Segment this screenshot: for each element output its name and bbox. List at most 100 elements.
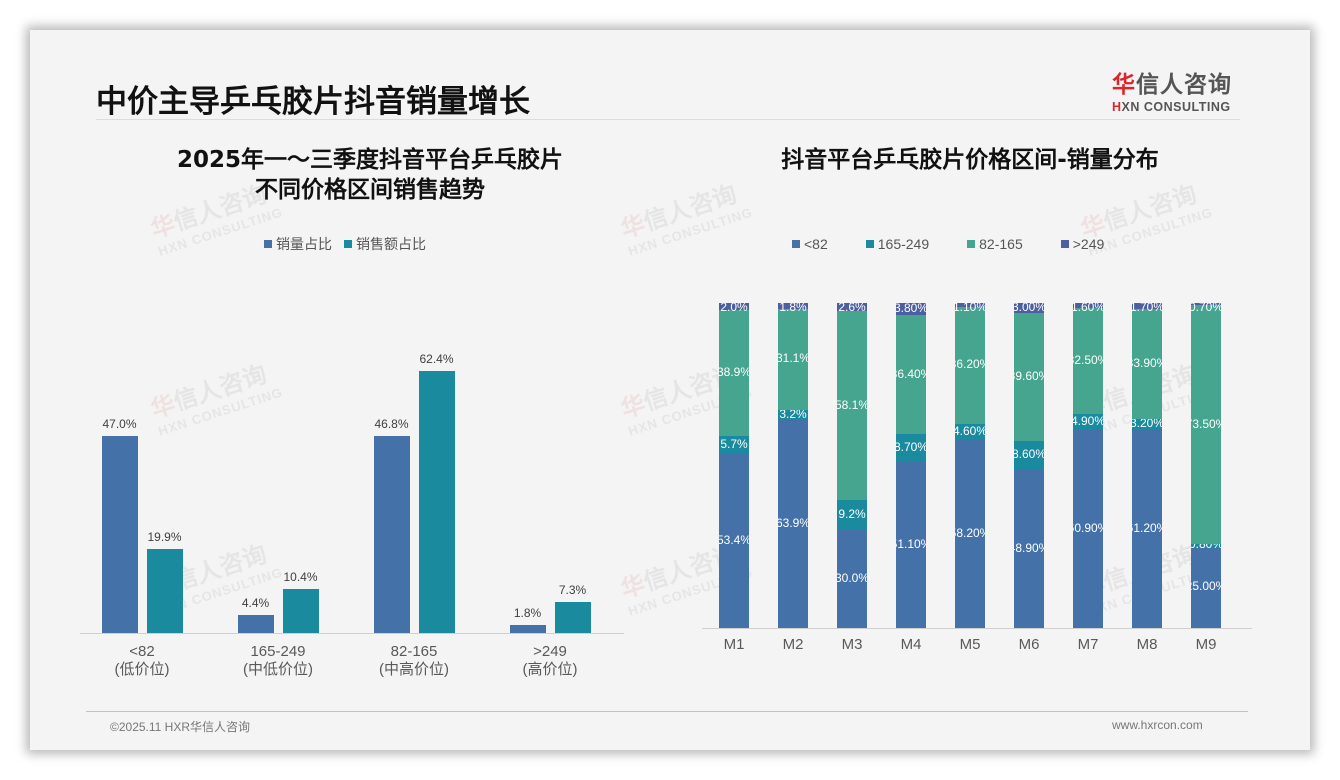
bar-segment: [778, 303, 808, 309]
legend-label: 82-165: [979, 236, 1023, 252]
month-label: M4: [900, 636, 922, 653]
legend-item: >249: [1060, 236, 1105, 252]
segment-value-label: 3.20%: [1132, 415, 1162, 430]
bar-revenue: [554, 602, 591, 633]
segment-value-label: 39.60%: [1014, 369, 1044, 384]
stacked-bar: 30.0% 9.2% 58.1% 2.6%: [837, 303, 867, 628]
left-chart-legend: 销量占比 销售额占比: [264, 234, 426, 254]
bar-value-label: 47.0%: [102, 416, 137, 431]
segment-value-label: 60.90%: [1073, 520, 1103, 535]
right-chart-title: 抖音平台乒乓胶片价格区间-销量分布: [781, 147, 1159, 173]
legend-swatch-icon: [792, 240, 800, 248]
watermark-cn: 华信人咨询: [147, 359, 271, 424]
segment-value-label: 63.9%: [778, 516, 808, 531]
x-axis-line: [702, 628, 1252, 629]
segment-value-label: 32.50%: [1073, 353, 1103, 368]
month-label: M6: [1018, 636, 1040, 653]
stacked-bar: 25.00%0.80%73.50%0.70%: [1191, 303, 1221, 628]
bar-value-label: 19.9%: [147, 530, 182, 545]
legend-item: 销量占比: [264, 234, 332, 254]
footer-website: www.hxrcon.com: [1112, 718, 1203, 732]
month-label: M1: [723, 636, 745, 653]
legend-swatch-icon: [264, 240, 272, 248]
bar-segment: [719, 303, 749, 310]
bar-segment: [1014, 441, 1044, 470]
footer-copyright: ©2025.11 HXR华信人咨询: [110, 720, 250, 734]
bar-segment: [1132, 429, 1162, 628]
segment-value-label: 8.70%: [896, 439, 926, 454]
logo-en: HXN CONSULTING: [1112, 100, 1231, 114]
segment-value-label: 3.00%: [1014, 303, 1044, 314]
bar-volume: [101, 435, 138, 633]
bar-volume: [237, 614, 274, 633]
bar-segment: [719, 454, 749, 628]
segment-value-label: 1.70%: [1132, 303, 1162, 314]
legend-item: 165-249: [865, 236, 930, 252]
segment-value-label: 31.1%: [778, 351, 808, 366]
legend-label: >249: [1072, 236, 1105, 252]
bar-segment: [837, 311, 867, 501]
title-divider: [96, 119, 1240, 120]
bar-value-label: 10.4%: [283, 570, 318, 585]
legend-swatch-icon: [865, 240, 874, 248]
bar-volume: [509, 625, 546, 633]
segment-value-label: 58.1%: [837, 397, 867, 412]
bar-value-label: 7.3%: [558, 583, 587, 598]
segment-value-label: 53.4%: [719, 533, 749, 548]
bar-segment: [778, 308, 808, 410]
legend-item: 销售额占比: [344, 234, 426, 254]
bar-segment: [719, 435, 749, 455]
bar-segment: [1073, 308, 1103, 414]
left-chart-title: 2025年一～三季度抖音平台乒乓胶片 不同价格区间销售趋势: [176, 147, 563, 203]
bar-segment: [955, 439, 985, 628]
bar-value-label: 4.4%: [241, 595, 270, 610]
bar-volume: [373, 436, 410, 633]
legend-swatch-icon: [1060, 240, 1069, 248]
legend-swatch-icon: [967, 240, 976, 248]
segment-value-label: 36.40%: [896, 366, 926, 381]
bar-segment: [1132, 308, 1162, 419]
bar-segment: [1073, 303, 1103, 309]
segment-value-label: 33.90%: [1132, 355, 1162, 370]
segment-value-label: 38.9%: [719, 364, 749, 379]
month-label: M5: [959, 636, 981, 653]
stacked-bar: 58.20% 4.60% 36.20% 1.10%: [955, 303, 985, 628]
page-title: 中价主导乒乓胶片抖音销量增长: [96, 84, 530, 120]
bar-segment: [837, 500, 867, 531]
segment-value-label: 48.90%: [1014, 540, 1044, 555]
segment-value-label: 2.0%: [720, 303, 748, 314]
bar-segment: [955, 303, 985, 307]
legend-label: 销量占比: [276, 236, 332, 252]
segment-value-label: 4.90%: [1073, 413, 1103, 428]
bar-value-label: 1.8%: [513, 606, 542, 621]
bar-segment: [1191, 546, 1221, 628]
bar-revenue: [418, 370, 455, 633]
segment-value-label: 1.8%: [779, 303, 807, 314]
segment-value-label: 4.60%: [955, 423, 985, 438]
bar-segment: [1014, 303, 1044, 313]
bar-segment: [778, 420, 808, 628]
bar-revenue: [146, 549, 183, 633]
bar-value-label: 62.4%: [419, 351, 454, 366]
x-axis-line: [80, 633, 624, 634]
bar-segment: [778, 409, 808, 421]
bar-segment: [837, 530, 867, 628]
segment-value-label: 61.20%: [1132, 520, 1162, 535]
legend-label: 销售额占比: [356, 236, 426, 252]
category-label: >249 (高价位): [522, 643, 578, 678]
legend-label: 165-249: [877, 236, 930, 252]
bar-value-label: 46.8%: [374, 417, 409, 432]
legend-item: <82: [792, 236, 828, 252]
segment-value-label: 5.7%: [720, 437, 748, 452]
month-label: M3: [841, 636, 863, 653]
legend-label: <82: [804, 236, 828, 252]
bar-segment: [955, 306, 985, 425]
stacked-bar: 63.9% 3.2% 31.1% 1.8%: [778, 303, 808, 628]
segment-value-label: 9.2%: [838, 507, 866, 522]
category-label: 82-165 (中高价位): [379, 643, 449, 678]
bar-segment: [896, 433, 926, 462]
bar-segment: [1014, 312, 1044, 442]
watermark-cn: 华信人咨询: [1077, 179, 1201, 244]
stacked-bar: 51.10% 8.70% 36.40% 3.80%: [896, 303, 926, 628]
segment-value-label: 25.00%: [1191, 579, 1221, 594]
